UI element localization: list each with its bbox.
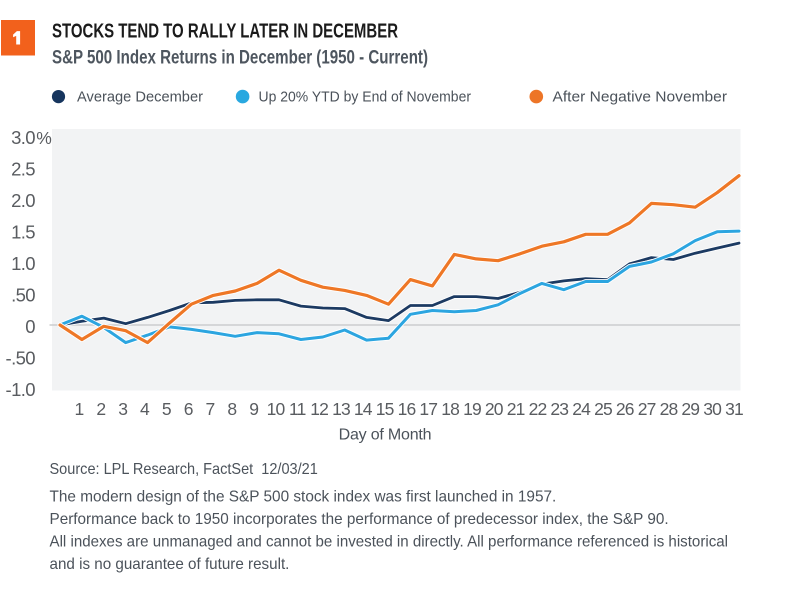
svg-text:1.5: 1.5 (11, 221, 35, 242)
svg-text:18: 18 (441, 399, 459, 419)
svg-text:20: 20 (485, 399, 504, 419)
svg-text:12: 12 (310, 399, 328, 419)
svg-text:Up 20% YTD by End of November: Up 20% YTD by End of November (259, 89, 472, 106)
svg-text:16: 16 (398, 399, 416, 419)
svg-text:22: 22 (529, 399, 547, 419)
svg-text:After Negative November: After Negative November (553, 89, 728, 106)
svg-text:and is no guarantee of future: and is no guarantee of future result. (50, 556, 290, 573)
svg-text:0: 0 (25, 316, 35, 337)
svg-text:-1.0: -1.0 (6, 379, 36, 400)
svg-text:Day of Month: Day of Month (339, 426, 432, 443)
svg-text:.50: .50 (11, 284, 35, 305)
svg-text:S&P 500 Index Returns in Decem: S&P 500 Index Returns in December (1950 … (52, 46, 428, 68)
svg-text:Source: LPL Research, FactSet: Source: LPL Research, FactSet 12/03/21 (50, 461, 318, 478)
svg-text:6: 6 (184, 399, 193, 419)
svg-text:31: 31 (725, 399, 743, 419)
svg-text:7: 7 (206, 399, 215, 419)
svg-text:17: 17 (419, 399, 437, 419)
svg-text:Average December: Average December (77, 89, 203, 106)
svg-text:Performance back to 1950 incor: Performance back to 1950 incorporates th… (50, 511, 669, 528)
svg-text:13: 13 (332, 399, 350, 419)
svg-text:5: 5 (162, 399, 171, 419)
svg-text:24: 24 (572, 399, 591, 419)
svg-text:3.0: 3.0 (11, 127, 35, 148)
svg-text:1: 1 (75, 399, 84, 419)
svg-text:4: 4 (140, 399, 150, 419)
svg-text:14: 14 (354, 399, 373, 419)
svg-text:-.50: -.50 (6, 347, 36, 368)
svg-text:11: 11 (289, 399, 306, 419)
svg-text:2.0: 2.0 (11, 190, 35, 211)
svg-text:10: 10 (267, 399, 286, 419)
svg-text:21: 21 (507, 399, 525, 419)
svg-text:27: 27 (638, 399, 656, 419)
svg-text:30: 30 (703, 399, 722, 419)
svg-text:29: 29 (681, 399, 699, 419)
svg-text:STOCKS TEND TO RALLY LATER IN: STOCKS TEND TO RALLY LATER IN DECEMBER (52, 20, 398, 42)
svg-text:15: 15 (376, 399, 394, 419)
svg-text:23: 23 (550, 399, 568, 419)
svg-text:3: 3 (118, 399, 127, 419)
svg-text:9: 9 (249, 399, 258, 419)
svg-text:8: 8 (227, 399, 236, 419)
svg-text:25: 25 (594, 399, 612, 419)
svg-text:28: 28 (660, 399, 678, 419)
svg-text:1.0: 1.0 (11, 253, 35, 274)
svg-text:All indexes are unmanaged and: All indexes are unmanaged and cannot be … (50, 534, 729, 551)
svg-text:19: 19 (463, 399, 481, 419)
svg-text:26: 26 (616, 399, 634, 419)
svg-text:2: 2 (96, 399, 105, 419)
svg-text:The modern design of the S&P 5: The modern design of the S&P 500 stock i… (50, 488, 557, 505)
svg-text:2.5: 2.5 (11, 158, 35, 179)
svg-text:%: % (36, 128, 52, 148)
